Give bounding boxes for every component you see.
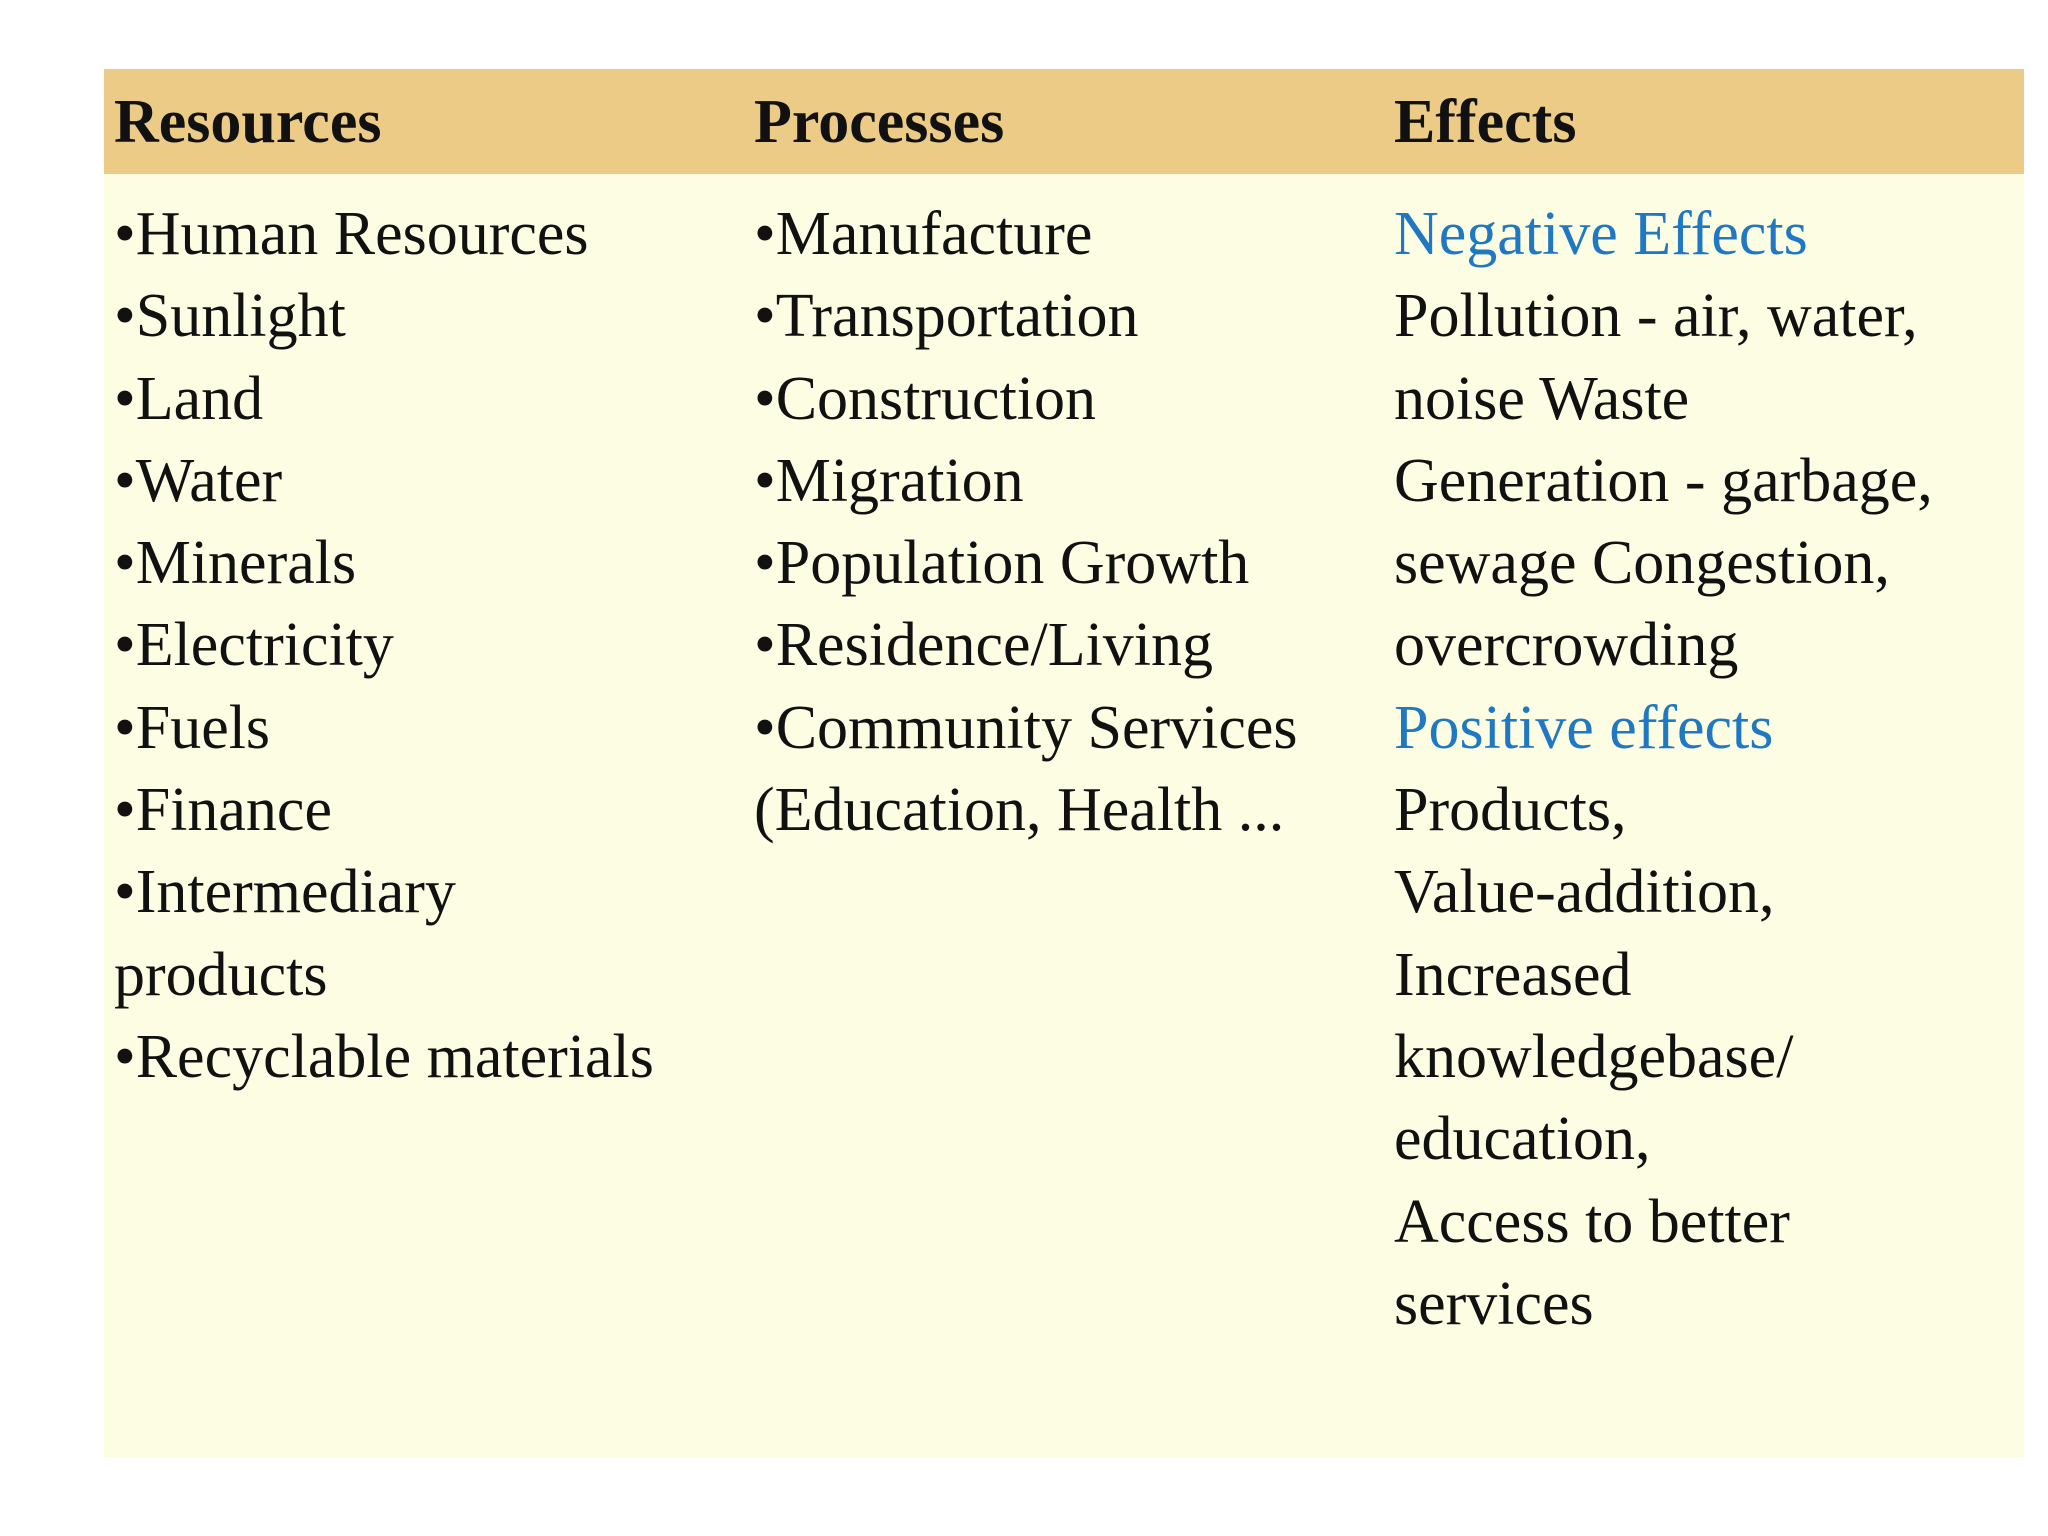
resource-item: •Fuels: [114, 693, 271, 762]
process-item: (Education, Health ...: [754, 776, 1285, 845]
positive-effect-line: Increased: [1394, 940, 1632, 1009]
process-item: •Construction: [754, 364, 1097, 433]
process-item: •Population Growth: [754, 529, 1250, 598]
negative-effects-heading: Negative Effects: [1394, 200, 1808, 268]
positive-effects-heading: Positive effects: [1394, 693, 1774, 762]
resources-column: •Human Resources •Sunlight •Land •Water …: [114, 193, 734, 1098]
negative-effect-line: noise Waste: [1394, 364, 1690, 433]
resource-item: •Human Resources: [114, 200, 589, 268]
positive-effect-line: Products,: [1394, 776, 1627, 845]
process-item: •Migration: [754, 446, 1024, 515]
effects-column: Negative Effects Pollution - air, water,…: [1394, 193, 2014, 1345]
resource-item: products: [114, 940, 328, 1009]
negative-effect-line: Pollution - air, water,: [1394, 282, 1918, 351]
content-table: Resources Processes Effects •Human Resou…: [104, 69, 2024, 1457]
process-item: •Manufacture: [754, 200, 1093, 268]
header-effects: Effects: [1394, 88, 1577, 156]
positive-effect-line: services: [1394, 1269, 1594, 1338]
negative-effect-line: sewage Congestion,: [1394, 529, 1890, 598]
resource-item: •Intermediary: [114, 858, 456, 927]
header-processes: Processes: [754, 88, 1005, 156]
resource-item: •Finance: [114, 776, 332, 845]
resource-item: •Electricity: [114, 611, 394, 680]
positive-effect-line: education,: [1394, 1105, 1651, 1174]
process-item: •Residence/Living: [754, 611, 1214, 680]
resource-item: •Land: [114, 364, 264, 433]
process-item: •Community Services: [754, 693, 1298, 762]
positive-effect-line: knowledgebase/: [1394, 1022, 1794, 1091]
resource-item: •Minerals: [114, 529, 357, 598]
positive-effect-line: Value-addition,: [1394, 858, 1775, 927]
table-header-row: Resources Processes Effects: [104, 69, 2024, 174]
resource-item: •Recyclable materials: [114, 1022, 654, 1091]
negative-effect-line: Generation - garbage,: [1394, 446, 1933, 515]
process-item: •Transportation: [754, 282, 1139, 351]
resource-item: •Water: [114, 446, 283, 515]
resource-item: •Sunlight: [114, 282, 346, 351]
negative-effect-line: overcrowding: [1394, 611, 1739, 680]
processes-column: •Manufacture •Transportation •Constructi…: [754, 193, 1374, 851]
positive-effect-line: Access to better: [1394, 1187, 1790, 1256]
header-resources: Resources: [114, 88, 382, 156]
